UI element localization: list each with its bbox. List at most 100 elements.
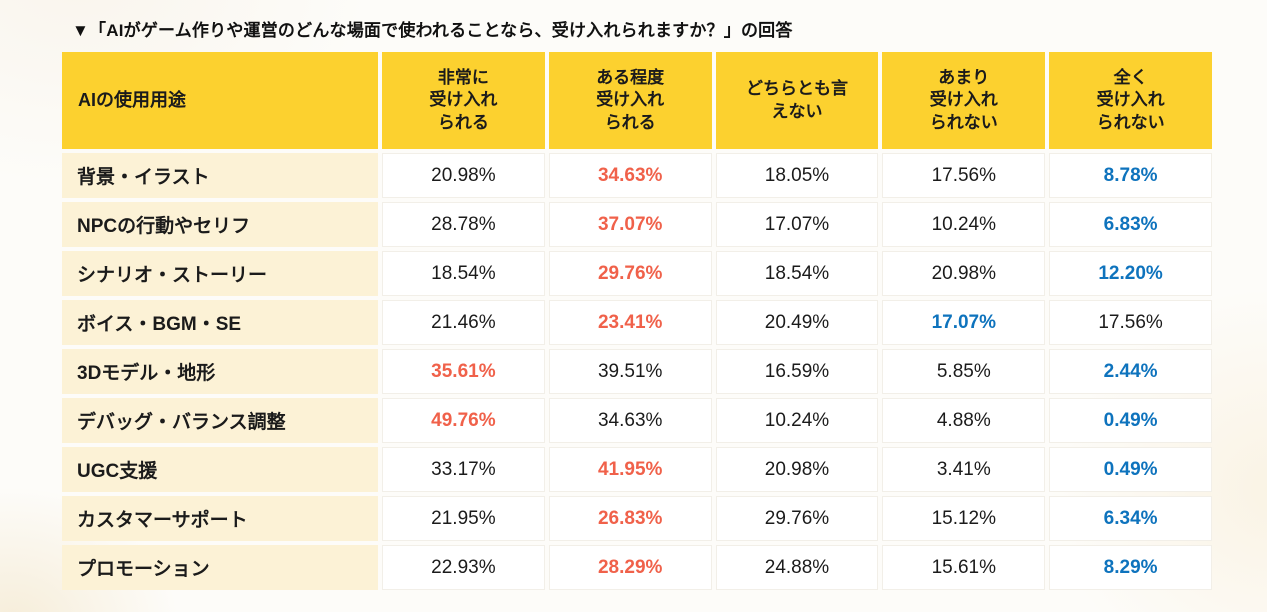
row-label: UGC支援 <box>62 447 378 492</box>
table-cell: 37.07% <box>548 202 712 247</box>
table-cell: 34.63% <box>548 398 712 443</box>
cell-value: 0.49% <box>1103 409 1158 431</box>
cell-value: 29.76% <box>764 507 830 529</box>
cell-value: 4.88% <box>936 409 991 431</box>
cell-value: 18.05% <box>764 164 830 186</box>
cell-value: 37.07% <box>597 213 663 235</box>
cell-value: 21.46% <box>431 311 496 333</box>
cell-value: 34.63% <box>597 409 663 431</box>
cell-value: 21.95% <box>431 507 496 529</box>
table-cell: 20.98% <box>882 251 1046 296</box>
cell-value: 2.44% <box>1103 360 1158 382</box>
cell-value: 0.49% <box>1103 458 1158 480</box>
cell-value: 34.63% <box>597 164 663 186</box>
row-label-text: カスタマーサポート <box>77 510 248 531</box>
table-cell: 39.51% <box>548 349 712 394</box>
table-cell: 15.61% <box>882 545 1046 590</box>
cell-value: 20.98% <box>431 164 496 186</box>
table-cell: 0.49% <box>1049 447 1212 492</box>
table-row: NPCの行動やセリフ 28.78% 37.07% 17.07% 10.24% 6… <box>62 202 1212 247</box>
cell-value: 41.95% <box>597 458 663 480</box>
table-row: シナリオ・ストーリー 18.54% 29.76% 18.54% 20.98% 1… <box>62 251 1212 296</box>
row-label: NPCの行動やセリフ <box>62 202 378 247</box>
header-cell-very-acceptable: 非常に 受け入れ られる <box>382 52 545 149</box>
table-cell: 24.88% <box>715 545 879 590</box>
table-row: カスタマーサポート 21.95% 26.83% 29.76% 15.12% 6.… <box>62 496 1212 541</box>
table-cell: 28.29% <box>548 545 712 590</box>
page-title: ▼「AIがゲーム作りや運営のどんな場面で使われることなら、受け入れられますか？」… <box>72 21 793 40</box>
table-cell: 34.63% <box>548 153 712 198</box>
table-cell: 23.41% <box>548 300 712 345</box>
header-text: あまり 受け入れ られない <box>929 67 998 132</box>
header-text: 非常に 受け入れ られる <box>429 67 498 132</box>
row-label-text: デバッグ・バランス調整 <box>77 412 286 433</box>
cell-value: 20.98% <box>764 458 830 480</box>
header-cell-not-at-all-acceptable: 全く 受け入れ られない <box>1049 52 1212 149</box>
table-cell: 33.17% <box>382 447 545 492</box>
header-cell-neutral: どちらとも言 えない <box>715 52 879 149</box>
header-cell-not-very-acceptable: あまり 受け入れ られない <box>882 52 1046 149</box>
table-cell: 35.61% <box>382 349 545 394</box>
cell-value: 20.49% <box>764 311 830 333</box>
cell-value: 26.83% <box>597 507 663 529</box>
row-label: シナリオ・ストーリー <box>62 251 378 296</box>
table-cell: 5.85% <box>882 349 1046 394</box>
cell-value: 29.76% <box>597 262 663 284</box>
table-cell: 20.98% <box>715 447 879 492</box>
header-cell-usage: AIの使用用途 <box>62 52 378 149</box>
table-cell: 41.95% <box>548 447 712 492</box>
table-cell: 17.56% <box>1049 300 1212 345</box>
header-text: 全く 受け入れ られない <box>1096 67 1165 132</box>
cell-value: 6.83% <box>1103 213 1158 235</box>
table-cell: 0.49% <box>1049 398 1212 443</box>
row-label-text: NPCの行動やセリフ <box>77 216 251 237</box>
table-cell: 3.41% <box>882 447 1046 492</box>
table-cell: 20.98% <box>382 153 545 198</box>
cell-value: 28.78% <box>431 213 496 235</box>
cell-value: 15.61% <box>931 556 997 578</box>
cell-value: 24.88% <box>764 556 830 578</box>
cell-value: 10.24% <box>931 213 997 235</box>
row-label: デバッグ・バランス調整 <box>62 398 378 443</box>
table-cell: 17.07% <box>715 202 879 247</box>
cell-value: 17.56% <box>931 164 997 186</box>
cell-value: 8.29% <box>1103 556 1158 578</box>
table-row: 3Dモデル・地形 35.61% 39.51% 16.59% 5.85% 2.44… <box>62 349 1212 394</box>
cell-value: 17.07% <box>764 213 830 235</box>
table-cell: 8.78% <box>1049 153 1212 198</box>
table-cell: 49.76% <box>382 398 545 443</box>
table-cell: 8.29% <box>1049 545 1212 590</box>
row-label-text: シナリオ・ストーリー <box>77 265 268 286</box>
header-text: どちらとも言 えない <box>745 79 848 121</box>
table-cell: 10.24% <box>882 202 1046 247</box>
table-cell: 28.78% <box>382 202 545 247</box>
header-text: ある程度 受け入れ られる <box>596 67 665 132</box>
cell-value: 5.85% <box>936 360 991 382</box>
table-cell: 20.49% <box>715 300 879 345</box>
row-label-text: ボイス・BGM・SE <box>77 314 242 335</box>
table-cell: 26.83% <box>548 496 712 541</box>
cell-value: 18.54% <box>431 262 496 284</box>
row-label: 背景・イラスト <box>62 153 378 198</box>
cell-value: 28.29% <box>597 556 663 578</box>
table-row: 背景・イラスト 20.98% 34.63% 18.05% 17.56% 8.78… <box>62 153 1212 198</box>
table-cell: 17.56% <box>882 153 1046 198</box>
table-cell: 6.83% <box>1049 202 1212 247</box>
table-cell: 18.54% <box>382 251 545 296</box>
cell-value: 16.59% <box>764 360 830 382</box>
cell-value: 6.34% <box>1103 507 1158 529</box>
table-cell: 21.46% <box>382 300 545 345</box>
row-label: ボイス・BGM・SE <box>62 300 378 345</box>
cell-value: 33.17% <box>431 458 496 480</box>
table-cell: 18.05% <box>715 153 879 198</box>
cell-value: 17.07% <box>931 311 997 333</box>
cell-value: 49.76% <box>431 409 496 431</box>
row-label-text: 背景・イラスト <box>77 167 210 188</box>
row-label: 3Dモデル・地形 <box>62 349 378 394</box>
row-label: プロモーション <box>62 545 378 590</box>
cell-value: 35.61% <box>431 360 496 382</box>
table-cell: 29.76% <box>715 496 879 541</box>
cell-value: 12.20% <box>1098 262 1163 284</box>
table-row: ボイス・BGM・SE 21.46% 23.41% 20.49% 17.07% 1… <box>62 300 1212 345</box>
table-row: デバッグ・バランス調整 49.76% 34.63% 10.24% 4.88% 0… <box>62 398 1212 443</box>
